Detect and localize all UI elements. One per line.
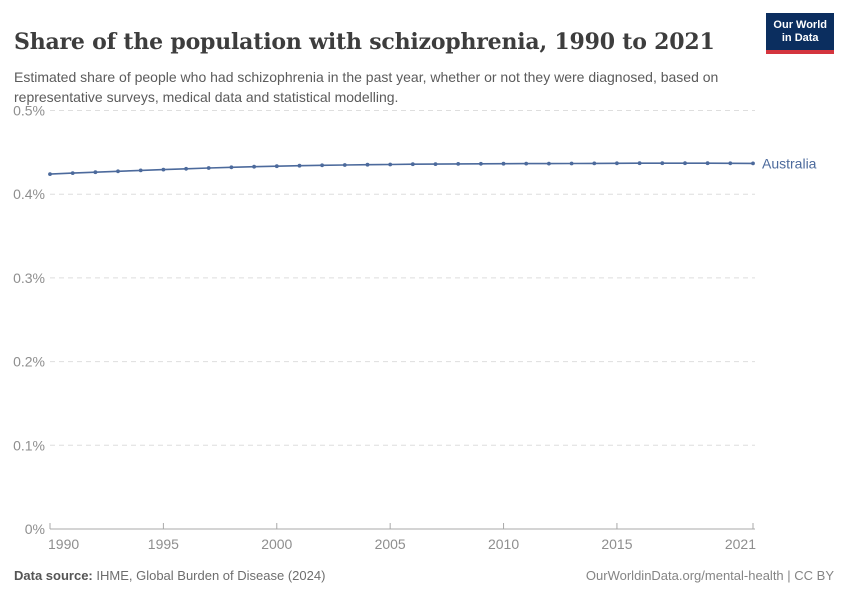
chart-title: Share of the population with schizophren… [14, 28, 715, 55]
data-point[interactable] [705, 161, 710, 166]
data-point[interactable] [683, 161, 687, 166]
data-point[interactable] [728, 161, 733, 166]
y-axis-tick-label: 0.4% [13, 186, 45, 202]
y-axis-tick-label: 0.3% [13, 270, 45, 286]
x-axis-tick-label: 1990 [48, 536, 79, 552]
data-point[interactable] [320, 163, 324, 168]
data-source-note: Data source: IHME, Global Burden of Dise… [14, 568, 325, 583]
data-point[interactable] [365, 162, 370, 167]
data-point[interactable] [637, 161, 642, 166]
data-point[interactable] [751, 161, 755, 166]
data-source-value: IHME, Global Burden of Disease (2024) [92, 568, 326, 583]
data-point[interactable] [592, 161, 597, 166]
owid-logo-line1: Our World [773, 19, 827, 31]
data-source-label: Data source: [14, 568, 93, 583]
x-axis-tick-label: 2021 [725, 536, 756, 552]
data-point[interactable] [116, 169, 120, 174]
y-axis-tick-label: 0.5% [13, 103, 45, 119]
data-point[interactable] [433, 162, 438, 167]
data-point[interactable] [70, 171, 75, 176]
entity-label-australia[interactable]: Australia [762, 155, 817, 171]
data-point[interactable] [388, 162, 393, 167]
data-point[interactable] [615, 161, 619, 166]
data-point[interactable] [456, 162, 461, 166]
y-axis-tick-label: 0.1% [13, 437, 45, 453]
footer-citation-link[interactable]: OurWorldinData.org/mental-health | CC BY [585, 568, 834, 583]
data-point[interactable] [93, 170, 98, 175]
australia-line [49, 162, 754, 175]
data-point[interactable] [410, 162, 415, 167]
data-point[interactable] [524, 161, 529, 166]
x-axis-tick-label: 2005 [375, 536, 406, 552]
y-axis-tick-label: 0% [25, 521, 45, 537]
data-point[interactable] [297, 163, 302, 168]
chart-footer: Data source: IHME, Global Burden of Dise… [14, 568, 834, 583]
data-point[interactable] [501, 161, 506, 166]
y-axis-tick-label: 0.2% [13, 354, 45, 370]
x-axis-tick-label: 2015 [601, 536, 632, 552]
x-axis-tick-label: 1995 [148, 536, 179, 552]
owid-logo-line2: in Data [781, 32, 819, 44]
data-point[interactable] [547, 161, 551, 166]
data-point[interactable] [138, 168, 143, 173]
x-axis-tick-label: 2010 [488, 536, 519, 552]
data-point[interactable] [660, 161, 665, 166]
data-point[interactable] [342, 163, 347, 167]
data-point[interactable] [48, 172, 52, 177]
chart-subtitle: Estimated share of people who had schizo… [14, 69, 719, 105]
data-point[interactable] [229, 165, 234, 170]
data-point[interactable] [184, 166, 189, 171]
data-point[interactable] [569, 161, 574, 166]
data-point[interactable] [206, 166, 211, 170]
data-point[interactable] [479, 161, 483, 166]
data-point[interactable] [274, 164, 279, 169]
data-point[interactable] [252, 164, 256, 169]
owid-logo[interactable]: Our World in Data [766, 13, 834, 54]
data-point[interactable] [161, 167, 166, 172]
x-axis-tick-label: 2000 [261, 536, 292, 552]
